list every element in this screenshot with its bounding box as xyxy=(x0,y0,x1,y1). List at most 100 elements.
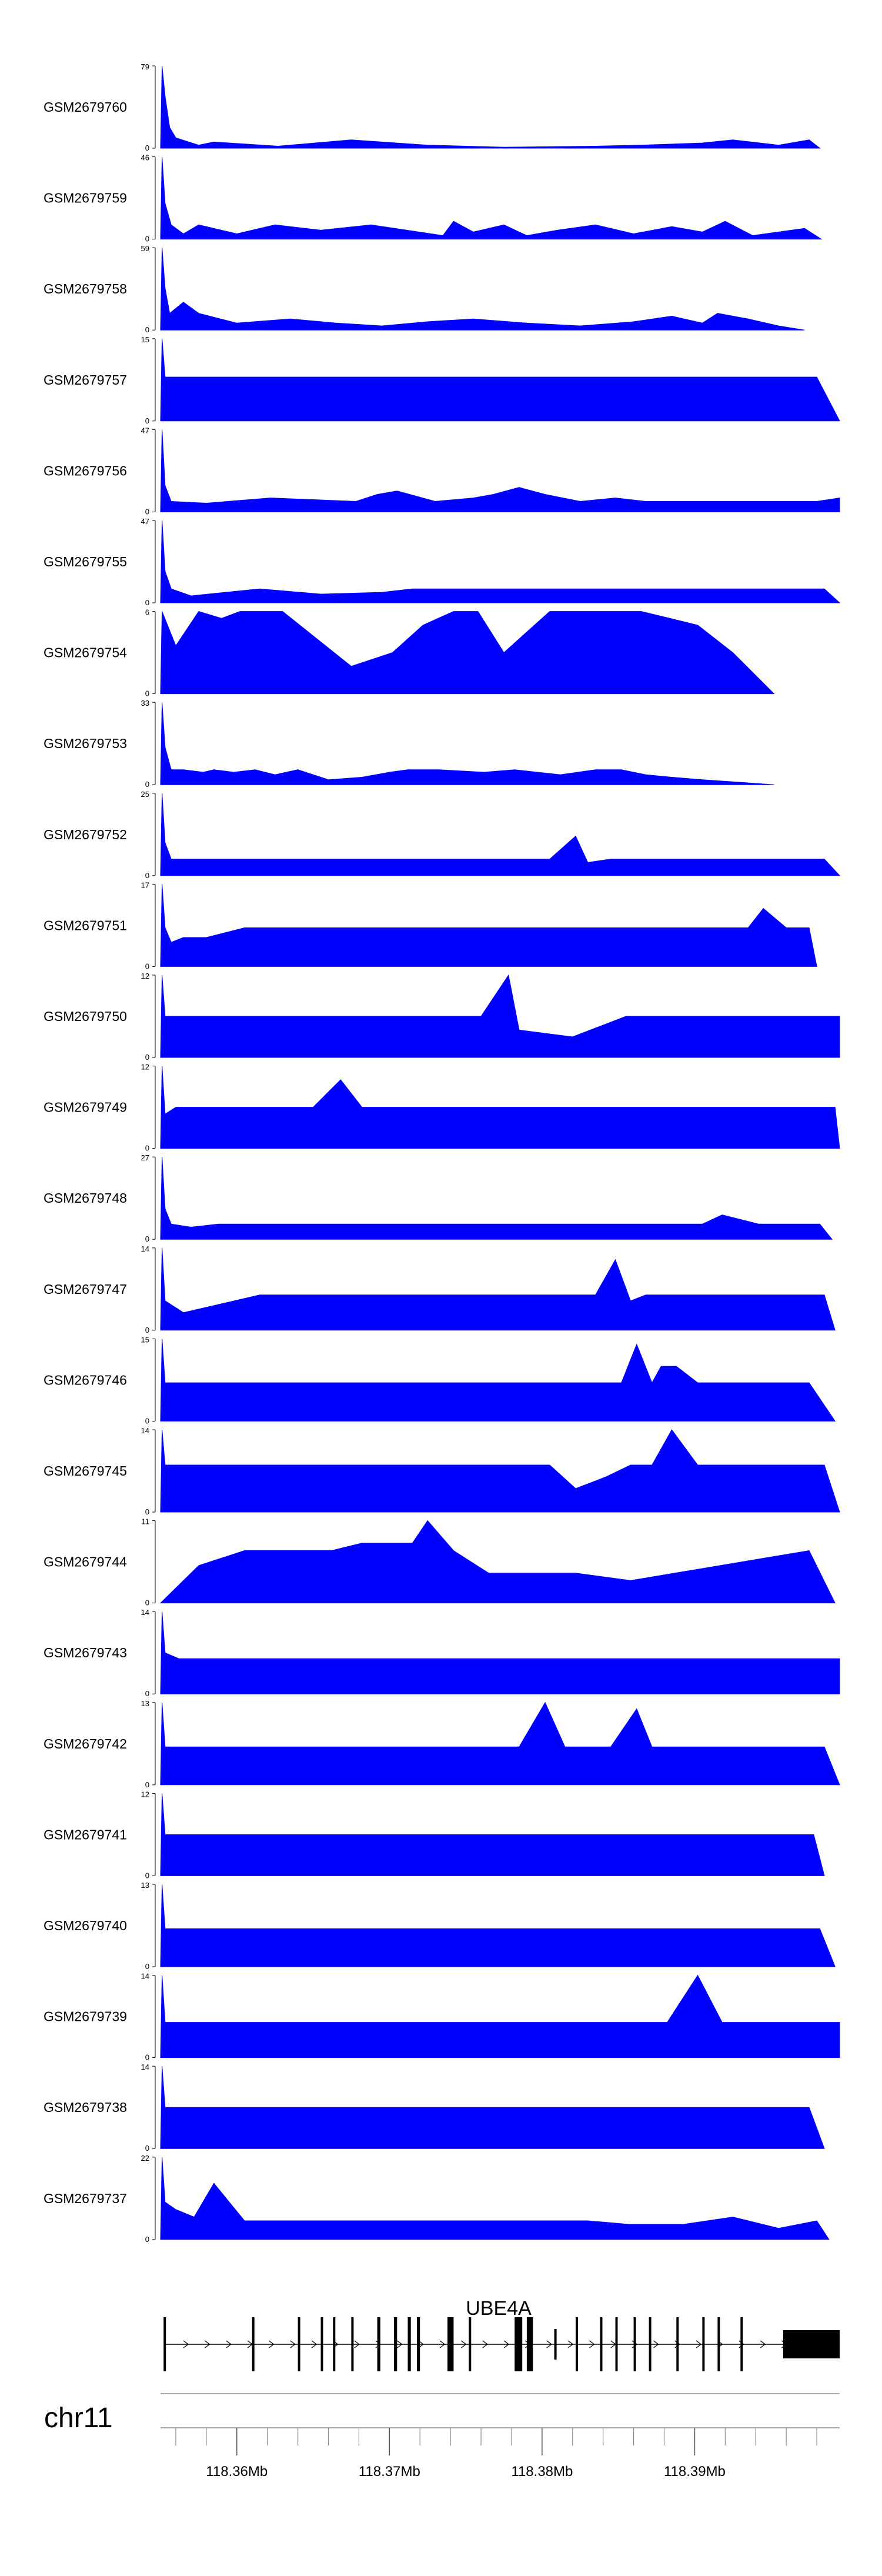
track-label: GSM2679745 xyxy=(44,1463,127,1479)
axis-tick-label: 118.37Mb xyxy=(359,2464,420,2480)
track-GSM2679753: GSM2679753 33 0 xyxy=(44,699,774,789)
exon-block xyxy=(447,2317,454,2371)
genome-axis: chr11 118.36Mb 118.37Mb 118.38Mb 118.39Mb xyxy=(44,2393,840,2480)
strand-arrow xyxy=(503,2340,510,2348)
track-label: GSM2679742 xyxy=(44,1736,127,1751)
track-ymax: 25 xyxy=(141,790,149,799)
track-label: GSM2679737 xyxy=(44,2191,127,2206)
exon-block xyxy=(298,2317,300,2371)
track-ymin: 0 xyxy=(145,2235,149,2244)
track-ymin: 0 xyxy=(145,1053,149,1062)
track-ymax: 15 xyxy=(141,335,149,344)
track-ymax: 13 xyxy=(141,1881,149,1890)
track-GSM2679743: GSM2679743 14 0 xyxy=(44,1608,840,1698)
track-ymax: 17 xyxy=(141,880,149,889)
track-label: GSM2679738 xyxy=(44,2100,127,2115)
coverage-area xyxy=(160,2157,830,2240)
coverage-area xyxy=(160,65,821,149)
strand-arrow xyxy=(760,2340,766,2348)
track-label: GSM2679752 xyxy=(44,827,127,842)
track-ymax: 13 xyxy=(141,1699,149,1708)
track-GSM2679749: GSM2679749 12 0 xyxy=(44,1063,840,1153)
track-label: GSM2679740 xyxy=(44,1918,127,1933)
strand-arrow xyxy=(461,2340,467,2348)
exon-block xyxy=(394,2317,397,2371)
strand-arrow xyxy=(311,2340,318,2348)
track-GSM2679754: GSM2679754 6 0 xyxy=(44,608,775,698)
coverage-area xyxy=(159,1520,836,1604)
track-label: GSM2679759 xyxy=(44,191,127,206)
track-GSM2679737: GSM2679737 22 0 xyxy=(44,2154,830,2244)
strand-arrow xyxy=(269,2340,275,2348)
track-ymin: 0 xyxy=(145,507,149,516)
track-ymin: 0 xyxy=(145,1780,149,1789)
track-ymin: 0 xyxy=(145,144,149,152)
coverage-area xyxy=(160,611,775,695)
strand-arrow xyxy=(354,2340,360,2348)
track-GSM2679740: GSM2679740 13 0 xyxy=(44,1881,836,1971)
track-ymin: 0 xyxy=(145,1507,149,1516)
exon-block xyxy=(377,2317,380,2371)
track-label: GSM2679748 xyxy=(44,1190,127,1206)
track-GSM2679756: GSM2679756 47 0 xyxy=(44,426,840,516)
track-ymin: 0 xyxy=(145,1962,149,1971)
strand-arrow xyxy=(397,2340,403,2348)
track-label: GSM2679760 xyxy=(44,99,127,115)
coverage-area xyxy=(160,1339,836,1422)
exon-block xyxy=(702,2317,705,2371)
track-label: GSM2679756 xyxy=(44,463,127,478)
track-ymax: 59 xyxy=(141,244,149,253)
strand-arrow xyxy=(418,2340,424,2348)
track-ymax: 79 xyxy=(141,62,149,71)
track-GSM2679742: GSM2679742 13 0 xyxy=(44,1699,840,1789)
track-label: GSM2679753 xyxy=(44,736,127,751)
track-ymin: 0 xyxy=(145,1234,149,1243)
track-ymax: 14 xyxy=(141,1972,149,1981)
track-ymax: 47 xyxy=(141,426,149,435)
track-ymin: 0 xyxy=(145,1144,149,1153)
coverage-area xyxy=(160,429,840,512)
axis-tick-label: 118.39Mb xyxy=(664,2464,726,2480)
exon-block xyxy=(615,2317,618,2371)
track-label: GSM2679746 xyxy=(44,1372,127,1387)
track-ymax: 6 xyxy=(145,608,149,617)
exon-block xyxy=(676,2317,679,2371)
track-ymin: 0 xyxy=(145,325,149,334)
track-GSM2679755: GSM2679755 47 0 xyxy=(44,517,841,607)
track-ymin: 0 xyxy=(145,1326,149,1334)
exon-block xyxy=(407,2317,411,2371)
coverage-area xyxy=(160,1611,840,1694)
coverage-area xyxy=(160,1429,840,1513)
track-ymin: 0 xyxy=(145,1871,149,1880)
exon-block xyxy=(417,2317,420,2371)
track-GSM2679758: GSM2679758 59 0 xyxy=(44,244,805,334)
track-GSM2679750: GSM2679750 12 0 xyxy=(44,972,840,1062)
track-GSM2679739: GSM2679739 14 0 xyxy=(44,1972,840,2062)
track-label: GSM2679754 xyxy=(44,645,127,660)
strand-arrow xyxy=(290,2340,296,2348)
track-GSM2679759: GSM2679759 46 0 xyxy=(44,154,823,243)
track-ymax: 12 xyxy=(141,972,149,980)
strand-arrow xyxy=(205,2340,211,2348)
exon-block xyxy=(252,2317,255,2371)
track-GSM2679748: GSM2679748 27 0 xyxy=(44,1153,833,1243)
gene-model-track: UBE4A xyxy=(163,2297,840,2371)
strand-arrow xyxy=(567,2340,574,2348)
track-ymax: 47 xyxy=(141,517,149,526)
exon-block xyxy=(320,2317,323,2371)
exon-block xyxy=(600,2317,603,2371)
track-ymax: 22 xyxy=(141,2154,149,2163)
coverage-area xyxy=(160,1247,836,1331)
track-ymax: 11 xyxy=(142,1517,150,1526)
exon-block xyxy=(740,2317,743,2371)
coverage-area xyxy=(160,2066,825,2149)
coverage-area xyxy=(160,702,774,785)
strand-arrow xyxy=(546,2340,552,2348)
exon-block xyxy=(514,2317,523,2371)
track-GSM2679760: GSM2679760 79 0 xyxy=(44,62,821,152)
track-GSM2679747: GSM2679747 14 0 xyxy=(44,1244,836,1334)
coverage-area xyxy=(160,248,805,331)
track-ymax: 27 xyxy=(141,1153,149,1162)
track-label: GSM2679747 xyxy=(44,1282,127,1297)
